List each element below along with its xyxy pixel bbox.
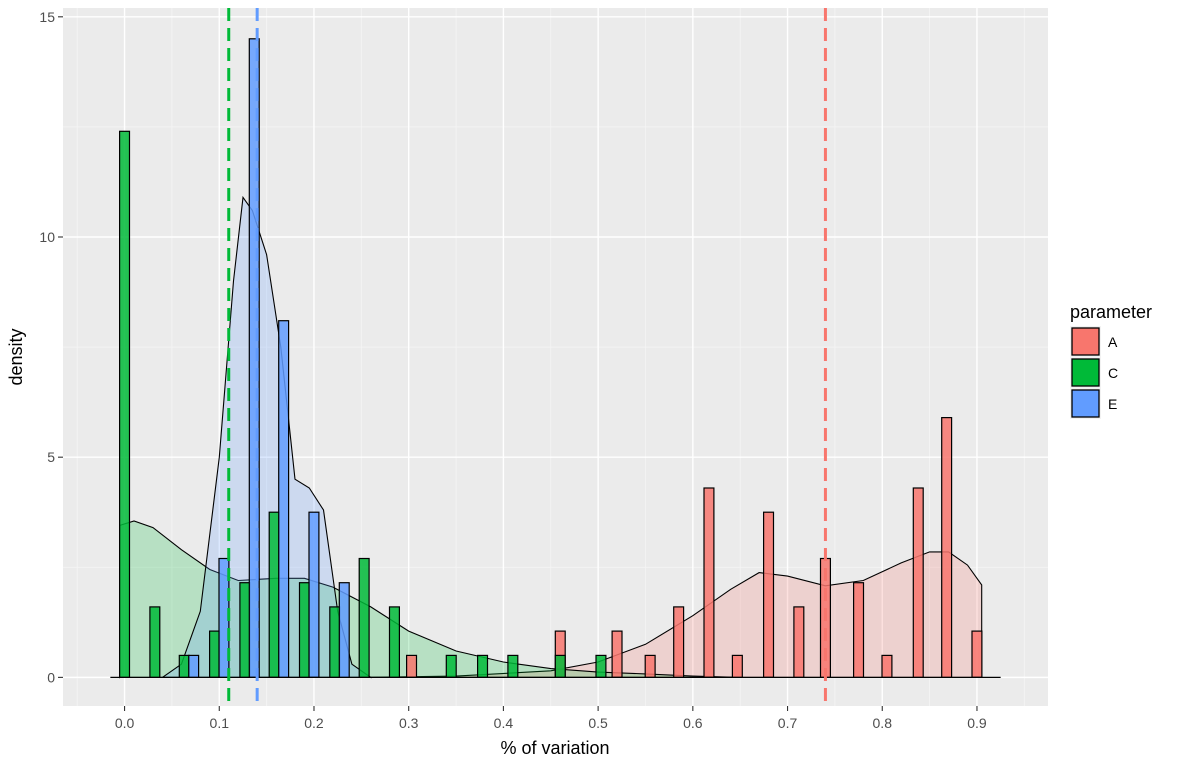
- x-tick-label: 0.4: [494, 715, 514, 731]
- bar-A-12: [912, 487, 924, 678]
- bar-C-3: [209, 630, 221, 678]
- bar-E-4: [308, 511, 320, 678]
- x-tick-label: 0.9: [967, 715, 987, 731]
- bar-A-5: [703, 487, 715, 678]
- legend-label-E: E: [1108, 396, 1117, 412]
- grid-minor: [63, 8, 1048, 706]
- bar-C-6: [298, 582, 310, 679]
- x-tick-label: 0.1: [210, 715, 230, 731]
- legend-key-A: [1071, 327, 1100, 356]
- x-tick-label: 0.5: [588, 715, 608, 731]
- x-tick-label: 0.6: [683, 715, 703, 731]
- y-tick-label: 5: [47, 449, 55, 465]
- y-tick-label: 15: [39, 9, 55, 25]
- bar-A-8: [793, 606, 805, 679]
- y-tick-label: 10: [39, 229, 55, 245]
- legend-key-E: [1071, 389, 1100, 418]
- x-tick-label: 0.3: [399, 715, 419, 731]
- x-axis-ticks: 0.0 0.1 0.2 0.3 0.4 0.5 0.6 0.7 0.8 0.9: [115, 706, 987, 731]
- bar-A-3: [644, 654, 656, 679]
- bar-C-8: [358, 557, 370, 679]
- bar-C-10: [445, 654, 457, 679]
- y-axis-ticks: 0 5 10 15: [39, 9, 63, 685]
- x-tick-label: 0.2: [304, 715, 324, 731]
- bar-A-0: [406, 654, 418, 679]
- bar-C-0: [118, 130, 131, 678]
- bar-C-11: [477, 654, 489, 679]
- bar-C-2: [178, 654, 190, 679]
- bar-E-3: [278, 320, 290, 679]
- bar-C-1: [149, 606, 161, 679]
- histogram-bars: [118, 38, 983, 679]
- x-tick-label: 0.8: [873, 715, 893, 731]
- x-tick-label: 0.0: [115, 715, 135, 731]
- bar-C-13: [554, 654, 566, 679]
- bar-C-9: [388, 606, 400, 679]
- y-tick-label: 0: [47, 669, 55, 685]
- mean-lines: [227, 8, 827, 706]
- bar-C-12: [507, 654, 519, 679]
- bar-A-6: [731, 654, 743, 679]
- bar-C-7: [329, 606, 341, 679]
- x-axis-title: % of variation: [500, 738, 609, 758]
- legend-key-C: [1071, 358, 1100, 387]
- bar-A-10: [852, 582, 865, 679]
- x-tick-label: 0.7: [778, 715, 798, 731]
- legend-label-A: A: [1108, 334, 1118, 350]
- bar-E-5: [338, 582, 350, 679]
- bar-A-2: [611, 630, 623, 678]
- bar-A-4: [673, 606, 685, 679]
- bar-E-0: [188, 654, 200, 679]
- bar-A-7: [762, 511, 775, 678]
- bar-C-4: [239, 582, 251, 679]
- bar-A-13: [941, 417, 953, 678]
- legend-label-C: C: [1108, 365, 1118, 381]
- bar-C-14: [595, 654, 607, 679]
- bar-A-11: [881, 654, 893, 679]
- legend: parameter ACE: [1070, 302, 1152, 419]
- legend-title: parameter: [1070, 302, 1152, 322]
- y-axis-title: density: [6, 328, 26, 385]
- bar-C-5: [268, 511, 280, 678]
- bar-A-14: [971, 630, 983, 678]
